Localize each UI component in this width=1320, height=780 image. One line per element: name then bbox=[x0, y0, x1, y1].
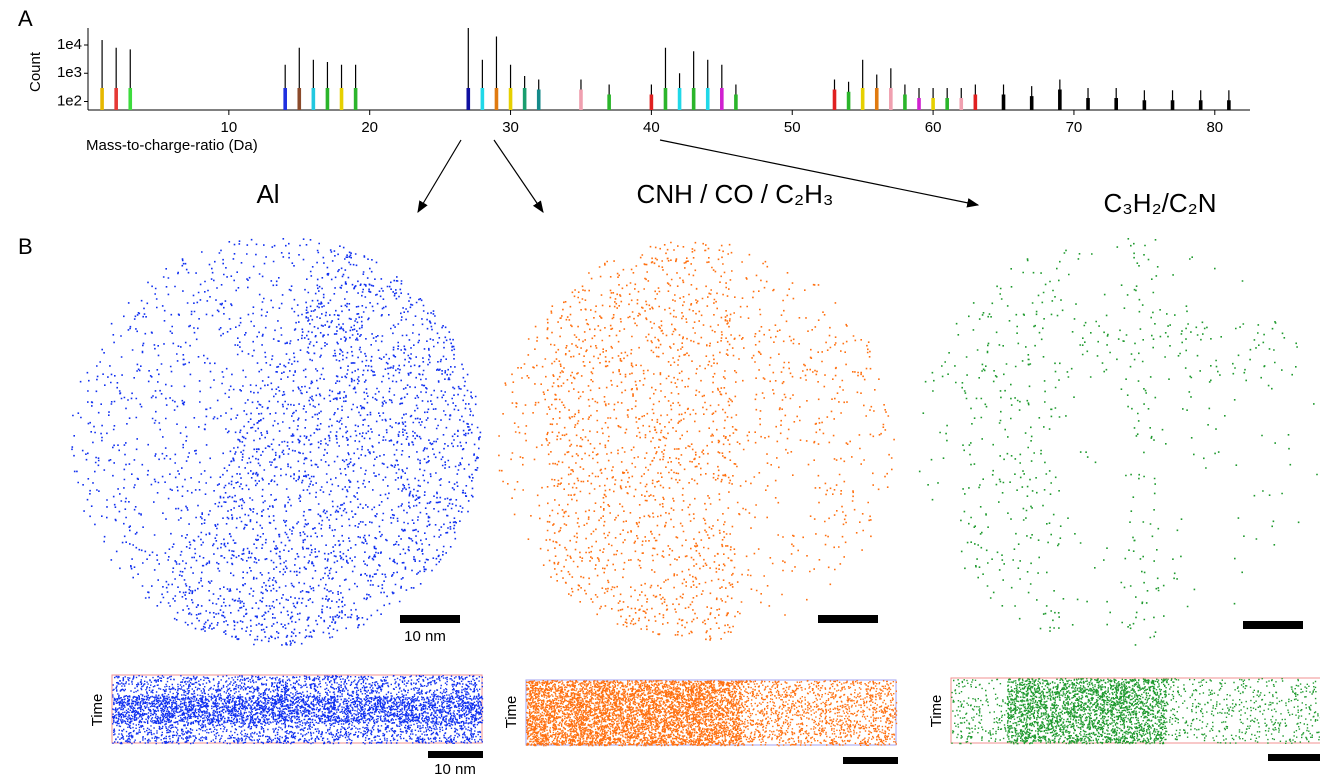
peak-range bbox=[607, 94, 611, 110]
peak-range bbox=[734, 94, 738, 110]
peak-range bbox=[874, 88, 879, 110]
peak-range bbox=[663, 88, 668, 110]
atom-map bbox=[71, 238, 482, 646]
peak-range bbox=[1114, 98, 1118, 110]
time-strip bbox=[112, 675, 484, 745]
x-axis-label: Mass-to-charge-ratio (Da) bbox=[86, 137, 258, 154]
peak-range bbox=[494, 88, 499, 110]
peak-range bbox=[917, 98, 921, 110]
peak-range bbox=[959, 98, 964, 110]
x-tick-label: 30 bbox=[502, 119, 519, 136]
y-tick-label: 1e2 bbox=[57, 92, 82, 109]
peak-range bbox=[522, 88, 527, 110]
time-strip bbox=[951, 678, 1320, 745]
time-label: Time bbox=[928, 695, 945, 728]
arrow bbox=[659, 139, 980, 208]
scale-bar bbox=[1243, 621, 1303, 629]
peak-range bbox=[931, 98, 935, 110]
map-title: C₃H₂/C₂N bbox=[1103, 188, 1216, 218]
peak-range bbox=[1142, 100, 1147, 110]
peak-range bbox=[705, 88, 710, 110]
scale-bar bbox=[1268, 754, 1320, 761]
peak-range bbox=[1198, 100, 1203, 110]
x-tick-label: 80 bbox=[1206, 119, 1223, 136]
peak-range bbox=[480, 88, 485, 110]
panel-label: B bbox=[18, 234, 33, 259]
peak-range bbox=[353, 88, 358, 110]
x-tick-label: 40 bbox=[643, 119, 660, 136]
peak-range bbox=[860, 88, 865, 110]
atom-map bbox=[498, 241, 895, 641]
x-tick-label: 10 bbox=[221, 119, 238, 136]
peak-range bbox=[832, 89, 837, 110]
map-title: CNH / CO / C₂H₃ bbox=[637, 179, 834, 209]
peak-range bbox=[128, 88, 133, 110]
peak-range bbox=[114, 88, 118, 110]
time-label: Time bbox=[503, 696, 520, 729]
peak-range bbox=[283, 88, 287, 110]
scale-label: 10 nm bbox=[404, 628, 446, 645]
peak-range bbox=[100, 88, 104, 110]
x-tick-label: 20 bbox=[361, 119, 378, 136]
scale-bar bbox=[400, 615, 460, 623]
peak-range bbox=[945, 98, 949, 110]
arrow bbox=[493, 139, 544, 213]
panel-label: A bbox=[18, 6, 33, 31]
peak-range bbox=[1086, 98, 1090, 110]
peak-range bbox=[677, 88, 682, 110]
peak-range bbox=[1029, 96, 1034, 110]
peak-range bbox=[579, 89, 583, 110]
peak-range bbox=[1227, 100, 1231, 110]
peak-range bbox=[889, 88, 893, 110]
y-axis-label: Count bbox=[27, 51, 44, 92]
x-tick-label: 70 bbox=[1066, 119, 1083, 136]
peak-range bbox=[466, 88, 471, 110]
peak-range bbox=[325, 88, 330, 110]
peak-range bbox=[720, 88, 724, 110]
peak-range bbox=[1001, 94, 1006, 110]
peak-range bbox=[536, 89, 541, 110]
scale-bar bbox=[818, 615, 878, 623]
arrow bbox=[417, 139, 462, 214]
scale-bar bbox=[843, 757, 898, 764]
peak-range bbox=[691, 88, 696, 110]
scale-bar bbox=[428, 751, 483, 758]
atom-map bbox=[918, 238, 1318, 646]
peak-range bbox=[846, 91, 851, 110]
peak-range bbox=[903, 94, 907, 110]
peak-range bbox=[649, 94, 654, 110]
peak-range bbox=[297, 88, 302, 110]
peak-range bbox=[339, 88, 344, 110]
peak-range bbox=[1170, 100, 1175, 110]
time-strip bbox=[526, 680, 898, 747]
x-tick-label: 60 bbox=[925, 119, 942, 136]
x-tick-label: 50 bbox=[784, 119, 801, 136]
y-tick-label: 1e4 bbox=[57, 36, 82, 53]
peak-range bbox=[508, 88, 513, 110]
map-title: Al bbox=[256, 179, 279, 209]
peak-range bbox=[973, 94, 978, 110]
scale-label: 10 nm bbox=[434, 761, 476, 778]
peak-range bbox=[311, 88, 316, 110]
y-tick-label: 1e3 bbox=[57, 64, 82, 81]
time-label: Time bbox=[89, 694, 106, 727]
peak-range bbox=[1058, 89, 1062, 110]
